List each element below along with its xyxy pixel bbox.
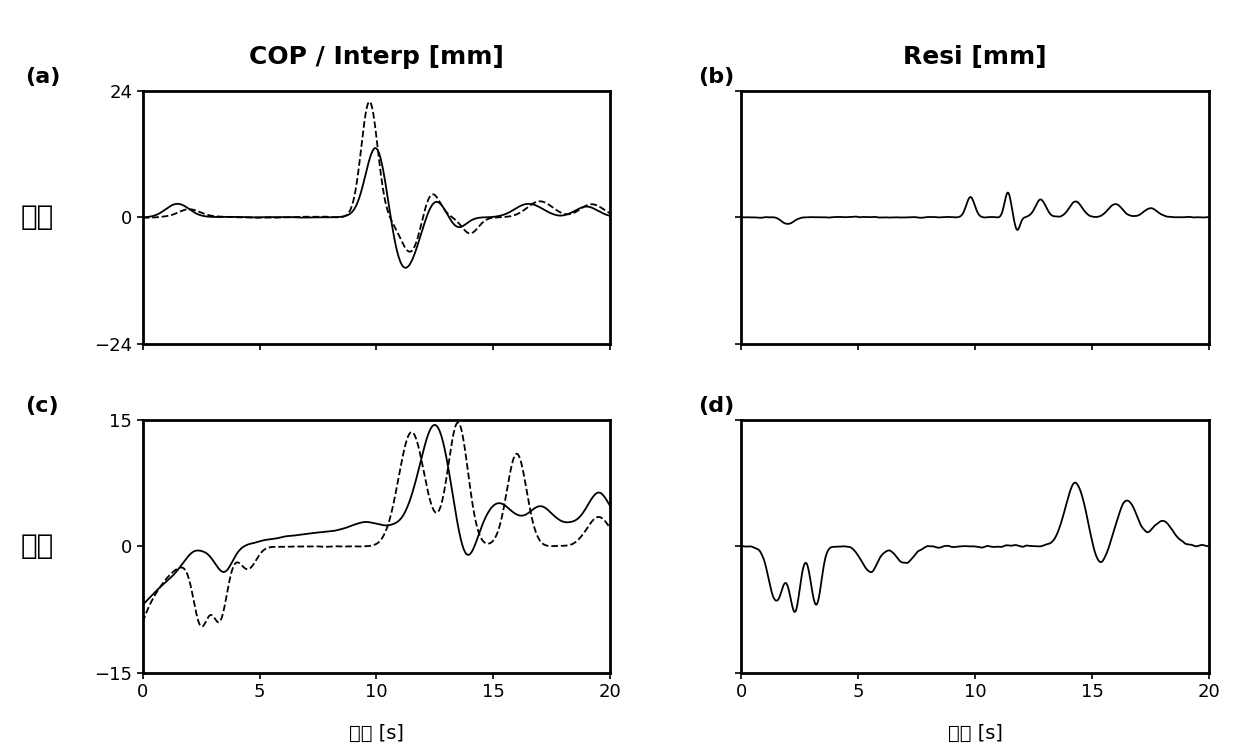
Text: (c): (c) [25, 396, 58, 416]
Text: 时间 [s]: 时间 [s] [947, 723, 1003, 743]
Text: (b): (b) [698, 67, 734, 87]
Text: 前后: 前后 [21, 532, 53, 560]
Text: (d): (d) [698, 396, 734, 416]
Text: (a): (a) [25, 67, 61, 87]
Text: COP / Interp [mm]: COP / Interp [mm] [249, 45, 503, 69]
Text: Resi [mm]: Resi [mm] [903, 45, 1047, 69]
Text: 左右: 左右 [21, 203, 53, 231]
Text: 时间 [s]: 时间 [s] [348, 723, 404, 743]
